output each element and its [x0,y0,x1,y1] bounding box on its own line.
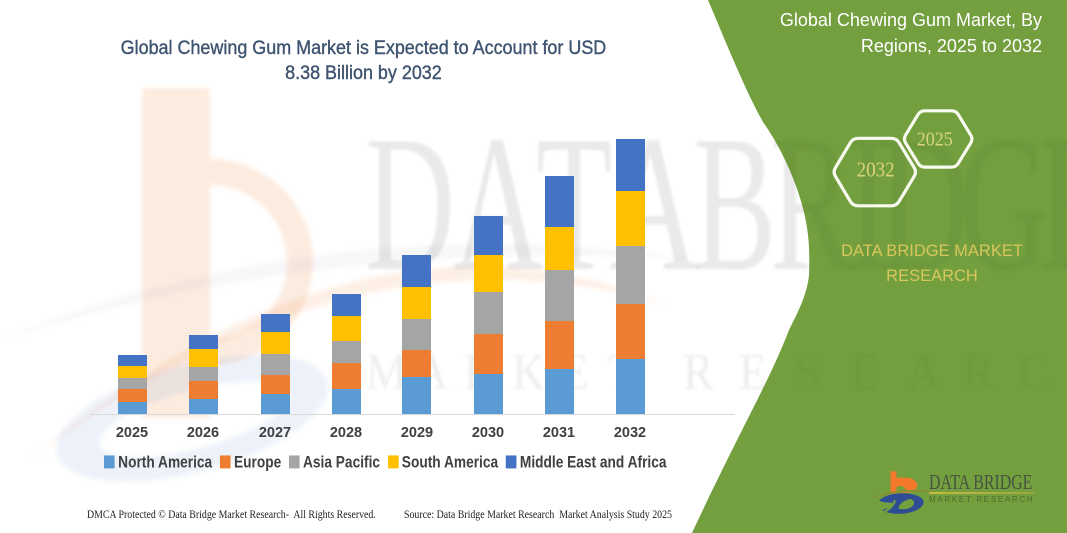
svg-text:2025: 2025 [917,129,953,151]
svg-text:2032: 2032 [857,158,895,182]
